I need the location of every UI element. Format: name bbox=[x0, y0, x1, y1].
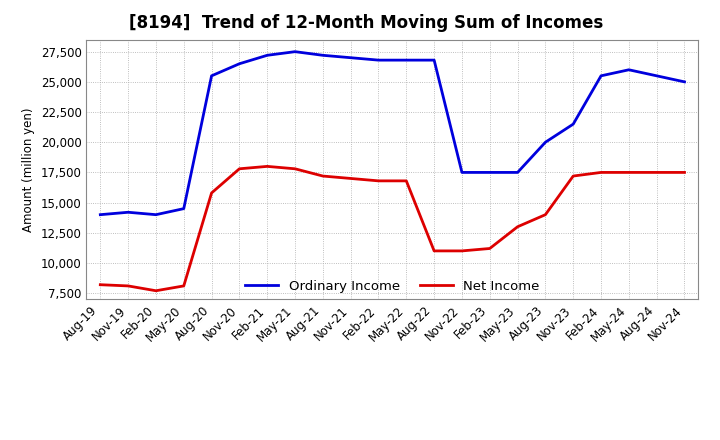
Ordinary Income bbox=[207, 73, 216, 78]
Ordinary Income bbox=[263, 53, 271, 58]
Y-axis label: Amount (million yen): Amount (million yen) bbox=[22, 107, 35, 231]
Ordinary Income bbox=[124, 209, 132, 215]
Net Income bbox=[597, 170, 606, 175]
Net Income bbox=[346, 176, 355, 181]
Ordinary Income bbox=[430, 58, 438, 63]
Net Income bbox=[485, 246, 494, 251]
Net Income bbox=[235, 166, 243, 172]
Text: [8194]  Trend of 12-Month Moving Sum of Incomes: [8194] Trend of 12-Month Moving Sum of I… bbox=[130, 15, 603, 33]
Net Income bbox=[402, 178, 410, 183]
Net Income bbox=[513, 224, 522, 229]
Net Income bbox=[541, 212, 550, 217]
Ordinary Income bbox=[458, 170, 467, 175]
Ordinary Income bbox=[541, 139, 550, 145]
Ordinary Income bbox=[179, 206, 188, 211]
Ordinary Income bbox=[291, 49, 300, 54]
Line: Ordinary Income: Ordinary Income bbox=[100, 51, 685, 215]
Net Income bbox=[291, 166, 300, 172]
Net Income bbox=[374, 178, 383, 183]
Net Income bbox=[152, 288, 161, 293]
Ordinary Income bbox=[624, 67, 633, 73]
Net Income bbox=[207, 191, 216, 196]
Net Income bbox=[652, 170, 661, 175]
Ordinary Income bbox=[346, 55, 355, 60]
Net Income bbox=[458, 248, 467, 253]
Ordinary Income bbox=[235, 61, 243, 66]
Ordinary Income bbox=[569, 121, 577, 127]
Net Income bbox=[96, 282, 104, 287]
Ordinary Income bbox=[597, 73, 606, 78]
Net Income bbox=[124, 283, 132, 289]
Ordinary Income bbox=[374, 58, 383, 63]
Net Income bbox=[680, 170, 689, 175]
Ordinary Income bbox=[513, 170, 522, 175]
Net Income bbox=[263, 164, 271, 169]
Line: Net Income: Net Income bbox=[100, 166, 685, 291]
Net Income bbox=[318, 173, 327, 179]
Legend: Ordinary Income, Net Income: Ordinary Income, Net Income bbox=[240, 274, 545, 298]
Ordinary Income bbox=[152, 212, 161, 217]
Net Income bbox=[569, 173, 577, 179]
Net Income bbox=[624, 170, 633, 175]
Ordinary Income bbox=[680, 79, 689, 84]
Ordinary Income bbox=[485, 170, 494, 175]
Net Income bbox=[430, 248, 438, 253]
Ordinary Income bbox=[318, 53, 327, 58]
Ordinary Income bbox=[96, 212, 104, 217]
Net Income bbox=[179, 283, 188, 289]
Ordinary Income bbox=[652, 73, 661, 78]
Ordinary Income bbox=[402, 58, 410, 63]
